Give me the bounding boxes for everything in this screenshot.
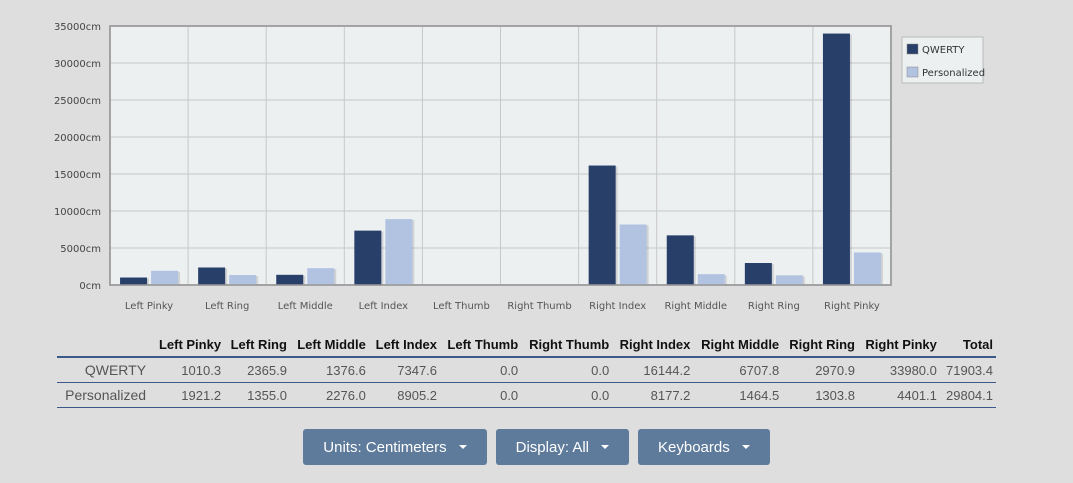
- finger-distance-chart: 0cm 5000cm 10000cm 15000cm 20000cm 25000cm 300…: [54, 22, 985, 312]
- controls-bar: Units: Centimeters Display: All Keyboard…: [0, 429, 1073, 465]
- x-tick-label: Right Middle: [664, 301, 727, 312]
- table-header-cell: Right Thumb: [521, 335, 613, 358]
- table-header-cell: [57, 335, 153, 358]
- y-tick-label: 20000cm: [54, 133, 101, 144]
- y-tick-label: 10000cm: [54, 207, 101, 218]
- x-tick-label: Right Index: [589, 301, 646, 312]
- table-cell: 1010.3: [152, 357, 225, 383]
- legend-label: Personalized: [922, 68, 985, 79]
- table-header-cell: Left Pinky: [152, 335, 225, 358]
- table-cell: 1303.8: [782, 382, 858, 408]
- keyboards-dropdown-button[interactable]: Keyboards: [638, 429, 770, 465]
- table-cell: 2365.9: [224, 357, 290, 383]
- bar: [385, 219, 413, 285]
- y-tick-label: 15000cm: [54, 170, 101, 181]
- table-cell: 0.0: [521, 382, 613, 408]
- plot-frame: [109, 25, 892, 286]
- row-name: QWERTY: [57, 357, 153, 383]
- display-dropdown-button[interactable]: Display: All: [495, 429, 629, 465]
- x-tick-label: Left Thumb: [433, 301, 490, 312]
- bar: [120, 277, 148, 285]
- table-cell: 71903.4: [939, 357, 996, 383]
- table-cell: 29804.1: [939, 382, 996, 408]
- bar: [354, 230, 382, 285]
- table-cell: 1464.5: [693, 382, 783, 408]
- table-header-cell: Total: [939, 335, 996, 358]
- table-cell: 0.0: [440, 357, 522, 383]
- table-cell: 0.0: [440, 382, 522, 408]
- bar: [744, 263, 772, 285]
- table-cell: 7347.6: [368, 357, 441, 383]
- y-tick-label: 0cm: [79, 281, 101, 292]
- x-tick-label: Right Thumb: [507, 301, 571, 312]
- x-tick-label: Left Middle: [278, 301, 333, 312]
- table-header-cell: Left Ring: [224, 335, 290, 358]
- bar: [666, 235, 694, 285]
- y-tick-label: 5000cm: [60, 244, 101, 255]
- table-header-cell: Left Thumb: [440, 335, 522, 358]
- stats-table: Left Pinky Left Ring Left Middle Left In…: [57, 335, 996, 408]
- bar: [822, 33, 850, 285]
- table-cell: 4401.1: [857, 382, 940, 408]
- legend-swatch: [906, 66, 919, 78]
- y-tick-label: 25000cm: [54, 96, 101, 107]
- table-cell: 1921.2: [152, 382, 225, 408]
- units-dropdown-button[interactable]: Units: Centimeters: [303, 429, 487, 465]
- table-header-cell: Right Ring: [782, 335, 858, 358]
- units-dropdown-label: Units: Centimeters: [323, 438, 447, 456]
- table-header-cell: Right Pinky: [857, 335, 940, 358]
- x-tick-label: Right Pinky: [824, 301, 880, 312]
- caret-down-icon: [601, 445, 609, 449]
- bar: [151, 270, 179, 285]
- legend-label: QWERTY: [922, 45, 965, 56]
- x-tick-label: Left Ring: [205, 301, 249, 312]
- y-tick-label: 30000cm: [54, 59, 101, 70]
- bar: [619, 224, 647, 285]
- table-row: Personalized 1921.2 1355.0 2276.0 8905.2…: [57, 382, 996, 408]
- chart-svg: 0cm 5000cm 10000cm 15000cm 20000cm 25000cm 300…: [54, 22, 985, 312]
- display-dropdown-label: Display: All: [515, 438, 589, 456]
- x-tick-label: Left Pinky: [125, 301, 173, 312]
- y-tick-label: 35000cm: [54, 22, 101, 33]
- keyboards-dropdown-label: Keyboards: [658, 438, 730, 456]
- table-cell: 1355.0: [224, 382, 290, 408]
- table-cell: 8905.2: [368, 382, 441, 408]
- table-header-row: Left Pinky Left Ring Left Middle Left In…: [57, 335, 996, 358]
- bar: [198, 267, 226, 285]
- table-cell: 2276.0: [289, 382, 369, 408]
- table-header-cell: Right Index: [612, 335, 694, 358]
- row-name: Personalized: [57, 382, 153, 408]
- bar: [697, 274, 725, 285]
- caret-down-icon: [458, 445, 467, 449]
- x-tick-label: Right Ring: [748, 301, 800, 312]
- table-cell: 8177.2: [612, 382, 694, 408]
- table-header-cell: Left Middle: [289, 335, 369, 358]
- table-header-cell: Right Middle: [693, 335, 783, 358]
- legend-swatch: [906, 43, 919, 55]
- bar: [775, 275, 803, 285]
- table-cell: 1376.6: [289, 357, 369, 383]
- table-cell: 2970.9: [782, 357, 858, 383]
- caret-down-icon: [741, 445, 750, 449]
- table-cell: 0.0: [521, 357, 613, 383]
- bar: [853, 252, 881, 285]
- bar: [229, 274, 257, 285]
- x-tick-label: Left Index: [359, 301, 409, 312]
- table-cell: 33980.0: [857, 357, 940, 383]
- bar: [588, 165, 616, 285]
- table-row: QWERTY 1010.3 2365.9 1376.6 7347.6 0.0 0…: [57, 357, 996, 383]
- table-header-cell: Left Index: [368, 335, 441, 358]
- table-cell: 6707.8: [693, 357, 783, 383]
- bar: [307, 268, 335, 285]
- table-cell: 16144.2: [612, 357, 694, 383]
- bar: [276, 274, 304, 285]
